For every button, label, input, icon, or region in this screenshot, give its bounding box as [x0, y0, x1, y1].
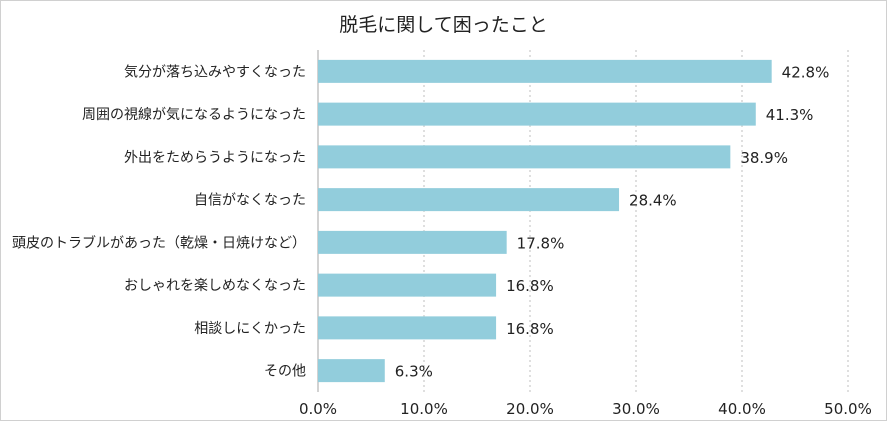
bar-7: [318, 359, 385, 383]
value-label-3: 28.4%: [629, 192, 677, 210]
chart-title: 脱毛に関して困ったこと: [339, 14, 548, 36]
value-label-0: 42.8%: [782, 63, 830, 81]
x-tick-label-3: 30.0%: [612, 400, 660, 418]
x-tick-label-5: 50.0%: [824, 400, 872, 418]
value-label-2: 38.9%: [740, 149, 788, 167]
category-label-6: 相談しにくかった: [194, 321, 306, 337]
value-label-6: 16.8%: [506, 320, 554, 338]
bar-2: [318, 145, 731, 169]
category-label-0: 気分が落ち込みやすくなった: [124, 64, 306, 80]
x-tick-label-4: 40.0%: [718, 400, 766, 418]
category-label-3: 自信がなくなった: [194, 193, 306, 209]
category-label-4: 頭皮のトラブルがあった（乾燥・日焼けなど）: [12, 234, 306, 251]
bar-5: [318, 273, 497, 297]
bar-3: [318, 188, 620, 212]
bar-0: [318, 59, 772, 83]
bar-1: [318, 102, 756, 126]
x-tick-label-2: 20.0%: [506, 400, 554, 418]
category-label-5: おしゃれを楽しめなくなった: [124, 278, 306, 294]
value-label-7: 6.3%: [395, 363, 433, 381]
bar-6: [318, 316, 497, 340]
category-label-7: その他: [264, 364, 306, 380]
x-tick-label-0: 0.0%: [299, 400, 337, 418]
value-label-4: 17.8%: [517, 234, 565, 252]
value-label-1: 41.3%: [766, 106, 814, 124]
bar-4: [318, 230, 507, 254]
x-tick-label-1: 10.0%: [400, 400, 448, 418]
value-label-5: 16.8%: [506, 277, 554, 295]
category-label-1: 周囲の視線が気になるようになった: [82, 107, 306, 123]
category-label-2: 外出をためらうようになった: [124, 150, 306, 166]
